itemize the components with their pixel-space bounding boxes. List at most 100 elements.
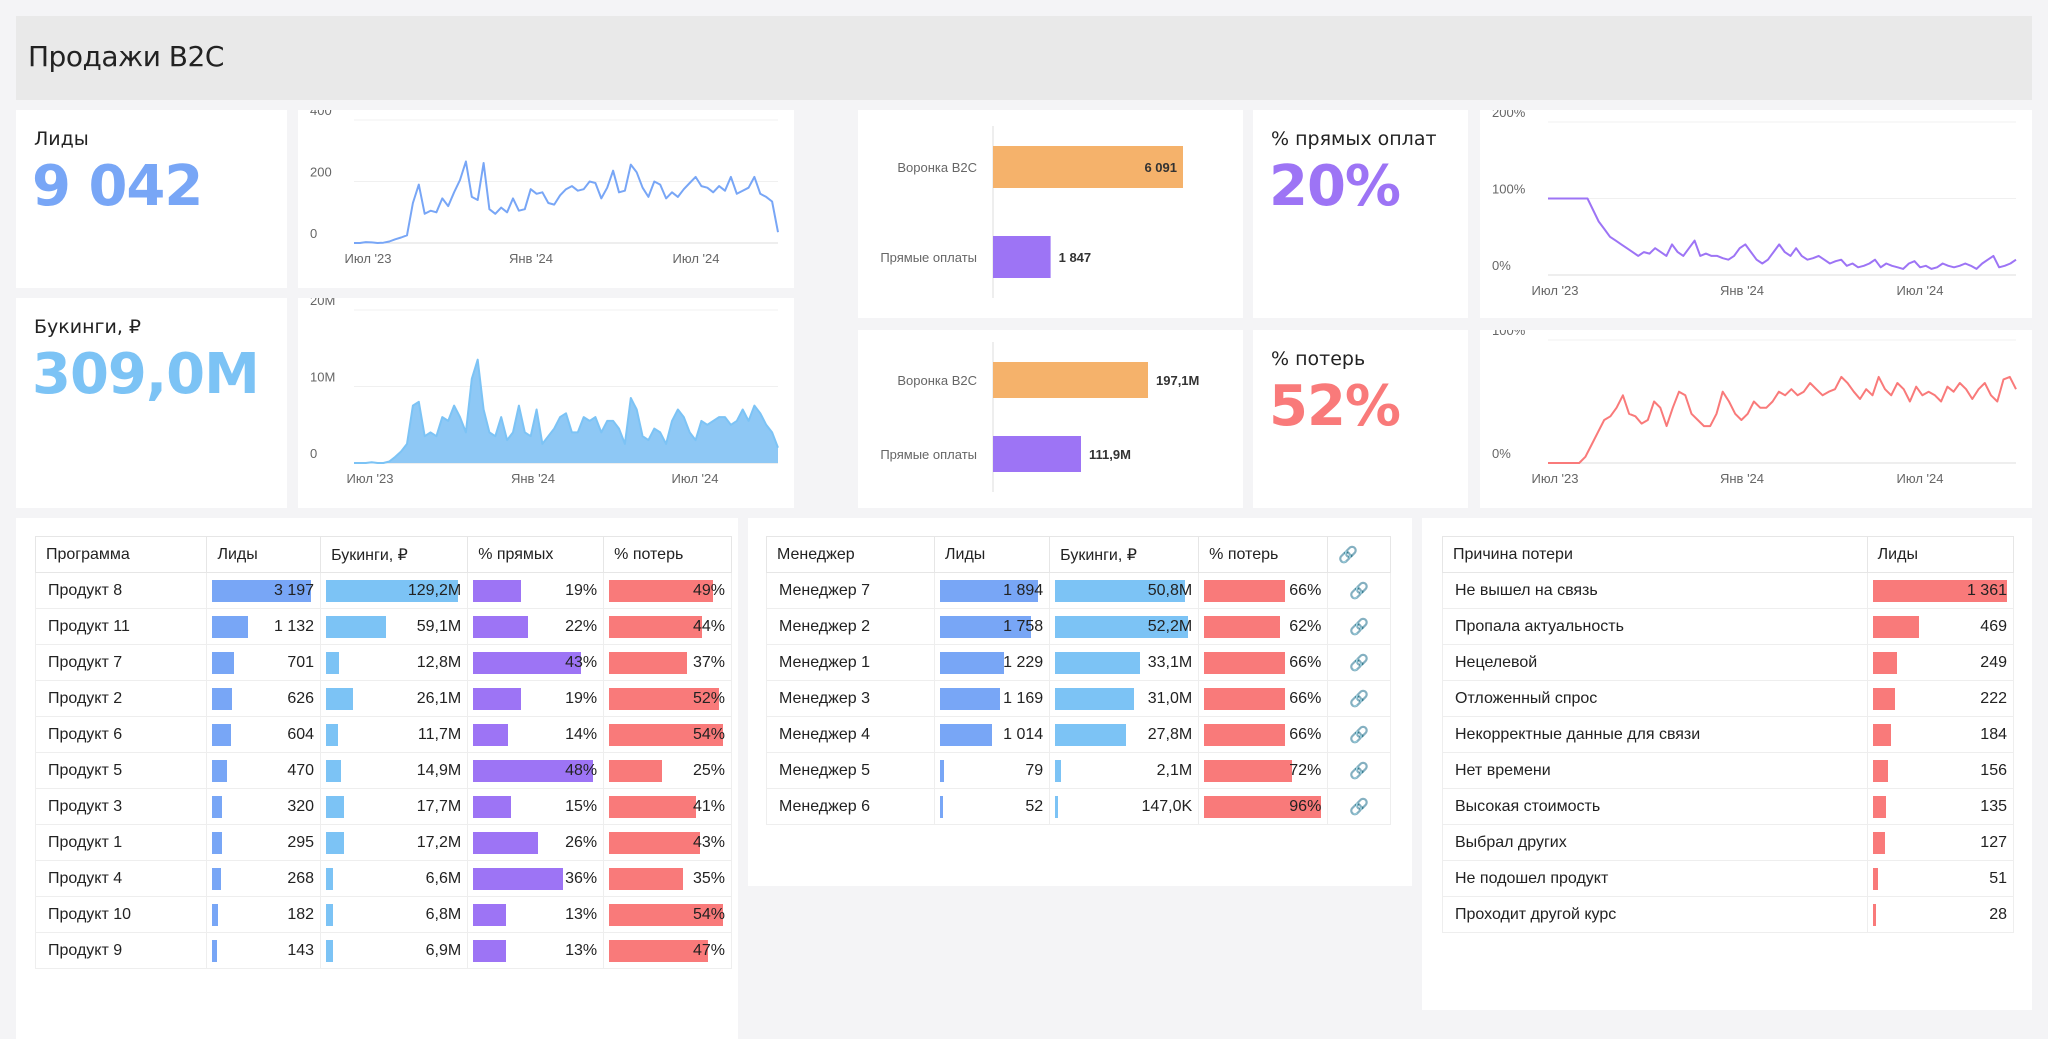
loss-cell-value: 47%	[692, 942, 725, 959]
loss-cell-value: 66%	[1289, 654, 1322, 671]
link-icon[interactable]: 🔗	[1327, 680, 1391, 717]
bookings-cell-value: 26,1M	[416, 690, 462, 707]
bookings-cell: 33,1M	[1049, 644, 1200, 681]
table-row[interactable]: Продукт 8 3 197 129,2M 19% 49%	[34, 572, 732, 609]
table-row[interactable]: Продукт 3 320 17,7M 15% 41%	[34, 788, 732, 825]
programs-header-0[interactable]: Программа	[34, 536, 208, 573]
row-name: Менеджер 3	[766, 680, 935, 717]
table-row[interactable]: Менеджер 2 1 758 52,2M 62% 🔗	[766, 608, 1391, 645]
bookings-cell-bar	[326, 688, 353, 710]
table-row[interactable]: Пропала актуальность 469	[1442, 608, 2015, 645]
bookings-cell: 2,1M	[1049, 752, 1200, 789]
loss-cell-value: 66%	[1289, 690, 1322, 707]
leads-cell-value: 249	[1980, 654, 2007, 671]
bookings-cell-value: 17,7M	[416, 798, 462, 815]
direct-cell-bar	[473, 868, 564, 890]
loss-cell: 66%	[1198, 716, 1329, 753]
leads-cell-value: 1 229	[1003, 654, 1044, 671]
leads-cell-bar	[212, 616, 248, 638]
kpi-losses-card: % потерь 52%	[1253, 330, 1468, 508]
table-row[interactable]: Продукт 7 701 12,8M 43% 37%	[34, 644, 732, 681]
funnel-count-chart: Воронка B2C 6 091 Прямые оплаты 1 847	[880, 126, 1183, 298]
table-row[interactable]: Менеджер 6 52 147,0K 96% 🔗	[766, 788, 1391, 825]
leads-cell-value: 701	[287, 654, 315, 671]
bookings-cell-value: 17,2M	[416, 834, 462, 851]
table-row[interactable]: Некорректные данные для связи 184	[1442, 716, 2015, 753]
leads-cell-value: 1 169	[1003, 690, 1044, 707]
leads-cell-bar	[1872, 904, 1876, 926]
leads-cell: 1 132	[206, 608, 322, 645]
table-row[interactable]: Менеджер 5 79 2,1M 72% 🔗	[766, 752, 1391, 789]
table-row[interactable]: Менеджер 7 1 894 50,8M 66% 🔗	[766, 572, 1391, 609]
loss-cell-value: 37%	[692, 654, 725, 671]
loss-cell-value: 96%	[1289, 798, 1322, 815]
programs-header-2[interactable]: Букинги, ₽	[320, 536, 469, 573]
row-name: Некорректные данные для связи	[1442, 716, 1868, 753]
losses-trend-card: 100% 0% Июл '23 Янв '24 Июл '24	[1480, 323, 2032, 508]
row-name: Менеджер 5	[766, 752, 935, 789]
leads-cell-value: 469	[1980, 618, 2007, 635]
bookings-cell: 6,8M	[320, 896, 469, 933]
table-row[interactable]: Продукт 4 268 6,6M 36% 35%	[34, 860, 732, 897]
reasons-header-0[interactable]: Причина потери	[1442, 536, 1868, 573]
link-icon[interactable]: 🔗	[1327, 608, 1391, 645]
leads-cell-bar	[212, 904, 219, 926]
table-row[interactable]: Отложенный спрос 222	[1442, 680, 2015, 717]
leads-trend-card: 400 200 0 Июл '23 Янв '24 Июл '24	[298, 103, 794, 288]
bookings-cell-value: 11,7M	[417, 726, 462, 743]
managers-header-0[interactable]: Менеджер	[766, 536, 935, 573]
table-row[interactable]: Продукт 2 626 26,1M 19% 52%	[34, 680, 732, 717]
bookings-cell: 147,0K	[1049, 788, 1200, 825]
programs-header-3[interactable]: % прямых	[467, 536, 605, 573]
direct-cell-bar	[473, 904, 506, 926]
table-row[interactable]: Продукт 10 182 6,8M 13% 54%	[34, 896, 732, 933]
bookings-cell-value: 6,6M	[425, 870, 462, 887]
programs-header-4[interactable]: % потерь	[603, 536, 732, 573]
table-row[interactable]: Не вышел на связь 1 361	[1442, 572, 2015, 609]
managers-header-2[interactable]: Букинги, ₽	[1049, 536, 1200, 573]
table-row[interactable]: Не подошел продукт 51	[1442, 860, 2015, 897]
direct-cell-bar	[473, 652, 581, 674]
link-icon[interactable]: 🔗	[1327, 716, 1391, 753]
table-row[interactable]: Менеджер 1 1 229 33,1M 66% 🔗	[766, 644, 1391, 681]
table-row[interactable]: Продукт 6 604 11,7M 14% 54%	[34, 716, 732, 753]
managers-header-1[interactable]: Лиды	[933, 536, 1051, 573]
bookings-cell-bar	[326, 760, 342, 782]
leads-cell-value: 222	[1980, 690, 2007, 707]
table-row[interactable]: Продукт 9 143 6,9M 13% 47%	[34, 932, 732, 969]
managers-header-3[interactable]: % потерь	[1198, 536, 1329, 573]
link-icon[interactable]: 🔗	[1327, 788, 1391, 825]
x-tick-label: Янв '24	[509, 251, 553, 266]
table-row[interactable]: Менеджер 3 1 169 31,0M 66% 🔗	[766, 680, 1391, 717]
link-icon[interactable]: 🔗	[1327, 752, 1391, 789]
table-row[interactable]: Нецелевой 249	[1442, 644, 2015, 681]
leads-cell-bar	[212, 832, 222, 854]
table-row[interactable]: Проходит другой курс 28	[1442, 896, 2015, 933]
row-name: Продукт 8	[34, 572, 208, 609]
programs-header-1[interactable]: Лиды	[206, 536, 322, 573]
category-label: Прямые оплаты	[880, 447, 977, 462]
loss-cell: 43%	[603, 824, 732, 861]
table-row[interactable]: Высокая стоимость 135	[1442, 788, 2015, 825]
direct-cell: 13%	[467, 932, 605, 969]
table-row[interactable]: Менеджер 4 1 014 27,8M 66% 🔗	[766, 716, 1391, 753]
link-icon[interactable]: 🔗	[1327, 644, 1391, 681]
loss-cell-value: 49%	[692, 582, 725, 599]
reasons-header-1[interactable]: Лиды	[1866, 536, 2015, 573]
kpi-losses-value: 52%	[1269, 374, 1401, 439]
loss-cell: 52%	[603, 680, 732, 717]
leads-cell-value: 1 014	[1003, 726, 1044, 743]
table-row[interactable]: Продукт 5 470 14,9M 48% 25%	[34, 752, 732, 789]
row-name: Отложенный спрос	[1442, 680, 1868, 717]
table-row[interactable]: Продукт 11 1 132 59,1M 22% 44%	[34, 608, 732, 645]
table-row[interactable]: Нет времени 156	[1442, 752, 2015, 789]
table-row[interactable]: Выбрал других 127	[1442, 824, 2015, 861]
direct-cell: 15%	[467, 788, 605, 825]
loss-cell: 66%	[1198, 572, 1329, 609]
bookings-cell-bar	[326, 832, 344, 854]
x-tick-label: Июл '24	[1897, 283, 1944, 298]
direct-cell-value: 19%	[565, 690, 598, 707]
link-icon[interactable]: 🔗	[1327, 572, 1391, 609]
bookings-cell: 17,7M	[320, 788, 469, 825]
table-row[interactable]: Продукт 1 295 17,2M 26% 43%	[34, 824, 732, 861]
